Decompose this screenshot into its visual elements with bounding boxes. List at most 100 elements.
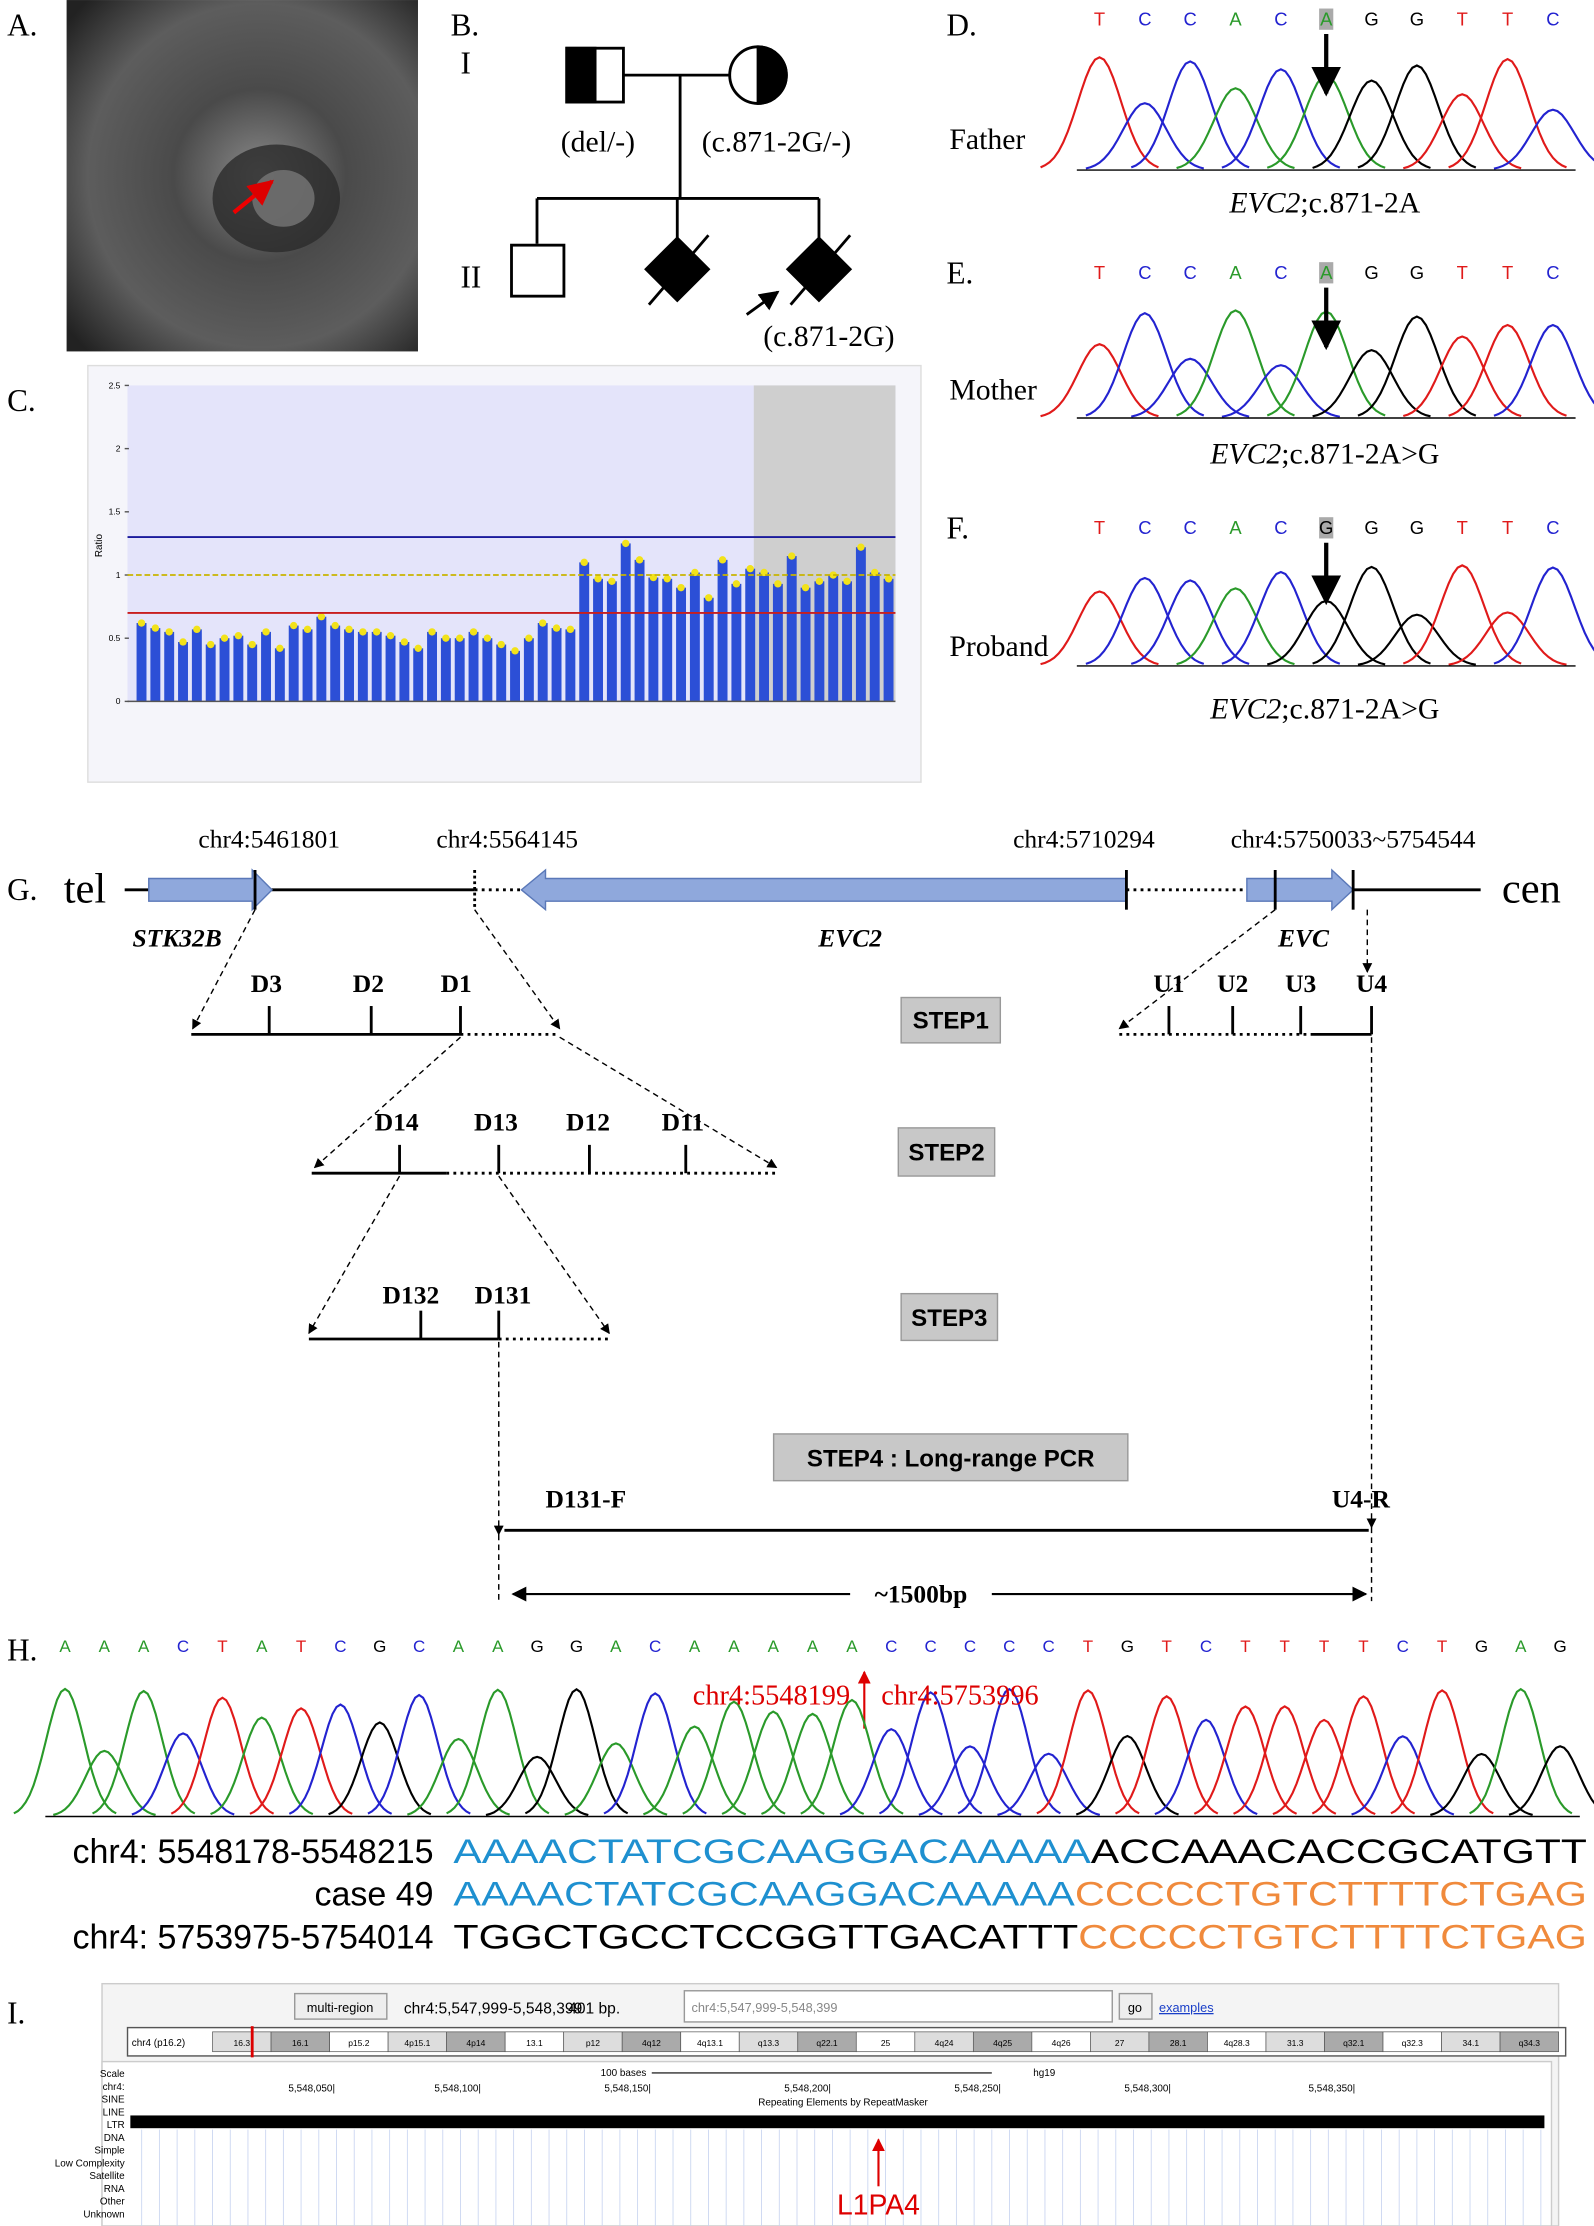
bar <box>219 638 230 702</box>
base-call: A <box>1229 9 1242 30</box>
bar-cap <box>608 577 616 586</box>
band-label: 16.1 <box>292 2038 309 2048</box>
base-call: T <box>1502 262 1513 283</box>
band-label: 13.1 <box>526 2038 543 2048</box>
pedigree <box>510 45 853 316</box>
label: cen <box>1502 866 1561 913</box>
label: STEP2 <box>908 1139 984 1166</box>
label: STEP1 <box>913 1008 989 1035</box>
label: chr4:5750033~5754544 <box>1231 824 1476 853</box>
trace <box>1402 335 1522 418</box>
base-call: T <box>1502 9 1513 30</box>
track-label: Simple <box>94 2146 125 2157</box>
button-label: multi-region <box>307 2000 374 2015</box>
panel-label: B. <box>451 7 480 42</box>
trace <box>1040 56 1159 169</box>
label: U1 <box>1153 969 1184 998</box>
sample-name: Proband <box>949 630 1048 663</box>
label: chr4 (p16.2) <box>132 2038 185 2049</box>
base-call: A <box>728 1637 740 1656</box>
band-label: 25 <box>881 2038 891 2048</box>
bar-cap <box>456 634 464 642</box>
base-call: C <box>649 1637 661 1656</box>
row-label: case 49 <box>314 1876 433 1914</box>
base-call: C <box>334 1637 346 1656</box>
trace <box>1469 1687 1573 1815</box>
label: D2 <box>353 969 384 998</box>
base-call: C <box>1274 262 1287 283</box>
bar-cap <box>857 543 865 551</box>
bar-cap <box>594 575 602 583</box>
bar-cap <box>220 634 229 642</box>
multi-region-button[interactable] <box>294 1992 388 2020</box>
bar <box>662 578 673 702</box>
label: tel <box>64 866 106 913</box>
sequence-part: CCCCCTGTCTTTTCTGAG <box>1075 1876 1587 1914</box>
base-call: T <box>1457 9 1468 30</box>
position-label: 5,548,050| <box>288 2083 335 2094</box>
trace <box>485 1755 589 1817</box>
bar <box>537 623 548 702</box>
bar <box>454 638 465 702</box>
track-label: Unknown <box>83 2209 124 2220</box>
sequence-part: AAAACTATCGCAAGGACAAAAA <box>453 1833 1091 1871</box>
trace <box>997 1752 1101 1816</box>
search-input[interactable] <box>683 1990 1113 2023</box>
bar <box>164 631 175 702</box>
label: D131-F <box>546 1485 627 1514</box>
bar <box>648 577 659 702</box>
trace <box>52 1749 156 1816</box>
bar <box>302 629 313 702</box>
bar-cap <box>815 577 824 586</box>
bar <box>786 556 797 702</box>
trace <box>1085 102 1205 170</box>
bar-cap <box>137 619 146 627</box>
base-call: G <box>1364 262 1378 283</box>
label: hg19 <box>1033 2068 1056 2079</box>
base-call: T <box>1240 1637 1250 1656</box>
label: chr4:5,547,999-5,548,399 <box>691 2000 837 2015</box>
band-label: p15.2 <box>348 2038 370 2048</box>
trace <box>918 1745 1022 1816</box>
base-call: A <box>1515 1637 1527 1656</box>
trace <box>13 1687 117 1815</box>
trace <box>1493 323 1594 417</box>
track-label: RNA <box>104 2184 125 2195</box>
bar <box>703 597 714 702</box>
bar <box>482 638 493 702</box>
trace <box>367 1693 471 1815</box>
track-label: LTR <box>107 2120 125 2131</box>
y-tick-label: 1 <box>116 570 121 580</box>
base-call: C <box>1184 262 1197 283</box>
base-call: G <box>1410 9 1424 30</box>
position-label: 5,548,100| <box>434 2083 481 2094</box>
trace <box>761 1712 865 1815</box>
bar <box>745 568 756 702</box>
trace <box>721 1710 825 1815</box>
label: D132 <box>383 1281 440 1310</box>
go-button[interactable] <box>1118 1992 1153 2020</box>
panel-label: I. <box>7 1995 25 2030</box>
label: STEP3 <box>911 1305 987 1332</box>
bar-cap <box>276 644 284 652</box>
bar <box>136 623 147 702</box>
bar-cap <box>151 624 160 632</box>
gene-name: EVC2 <box>1209 437 1281 470</box>
base-call: G <box>1554 1637 1567 1656</box>
trace <box>1508 1745 1594 1816</box>
label[interactable]: examples <box>1159 2000 1214 2015</box>
label: go <box>1128 2000 1142 2015</box>
track-label: DNA <box>104 2133 125 2144</box>
band-label: 4p14 <box>466 2038 485 2048</box>
track-label: Other <box>100 2197 125 2208</box>
trace <box>1357 315 1477 417</box>
bar <box>399 641 410 702</box>
position-label: 5,548,150| <box>604 2083 651 2094</box>
bar <box>842 581 853 702</box>
bar <box>330 625 341 702</box>
bar-cap <box>469 628 478 636</box>
trace <box>1130 579 1250 665</box>
bar-cap <box>635 556 644 564</box>
trace <box>1085 576 1205 665</box>
base-call: C <box>1546 517 1559 538</box>
